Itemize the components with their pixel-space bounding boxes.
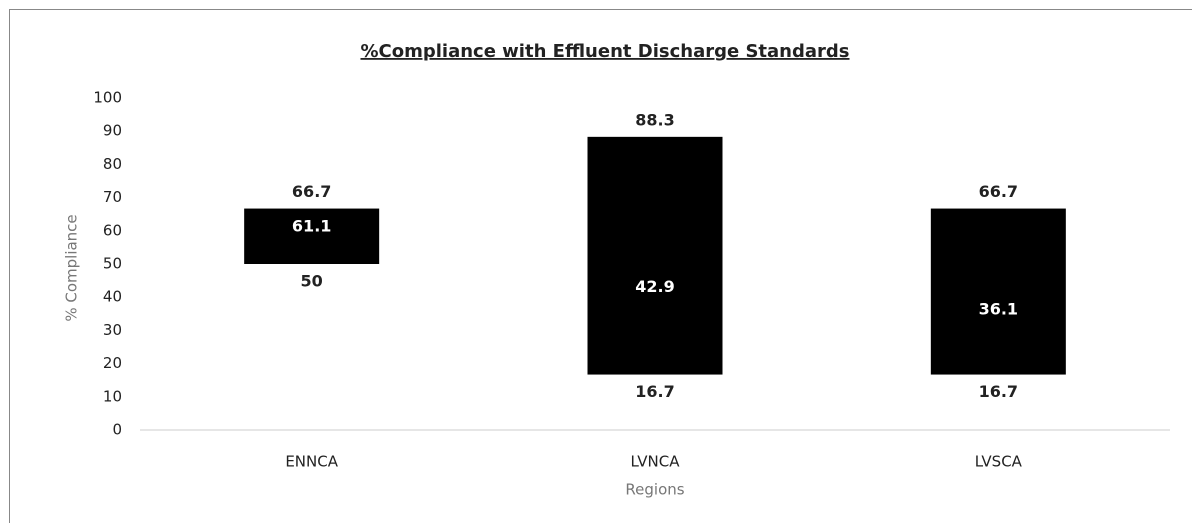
y-tick-label: 90	[103, 122, 122, 140]
y-tick-label: 70	[103, 188, 122, 206]
high-label: 66.7	[979, 182, 1018, 201]
y-tick-label: 50	[103, 255, 122, 273]
y-tick-label: 30	[103, 321, 122, 339]
y-tick-label: 40	[103, 288, 122, 306]
y-tick-label: 20	[103, 354, 122, 372]
x-axis-title: Regions	[625, 481, 684, 499]
y-axis-title: % Compliance	[63, 214, 81, 321]
y-tick-label: 10	[103, 387, 122, 405]
y-tick-label: 80	[103, 155, 122, 173]
x-tick-label: LVSCA	[975, 453, 1023, 471]
x-tick-label: LVNCA	[631, 453, 681, 471]
high-label: 66.7	[292, 182, 331, 201]
range-bar	[588, 137, 723, 375]
low-label: 50	[301, 272, 323, 291]
mid-label: 61.1	[292, 217, 331, 236]
range-bar	[931, 209, 1066, 375]
low-label: 16.7	[979, 382, 1018, 401]
high-label: 88.3	[635, 110, 674, 129]
mid-label: 42.9	[635, 277, 674, 296]
x-tick-label: ENNCA	[285, 453, 338, 471]
chart-title: %Compliance with Effluent Discharge Stan…	[360, 41, 849, 62]
y-tick-label: 0	[112, 421, 122, 439]
mid-label: 36.1	[979, 300, 1018, 319]
y-tick-label: 100	[93, 89, 122, 107]
y-tick-label: 60	[103, 221, 122, 239]
low-label: 16.7	[635, 382, 674, 401]
